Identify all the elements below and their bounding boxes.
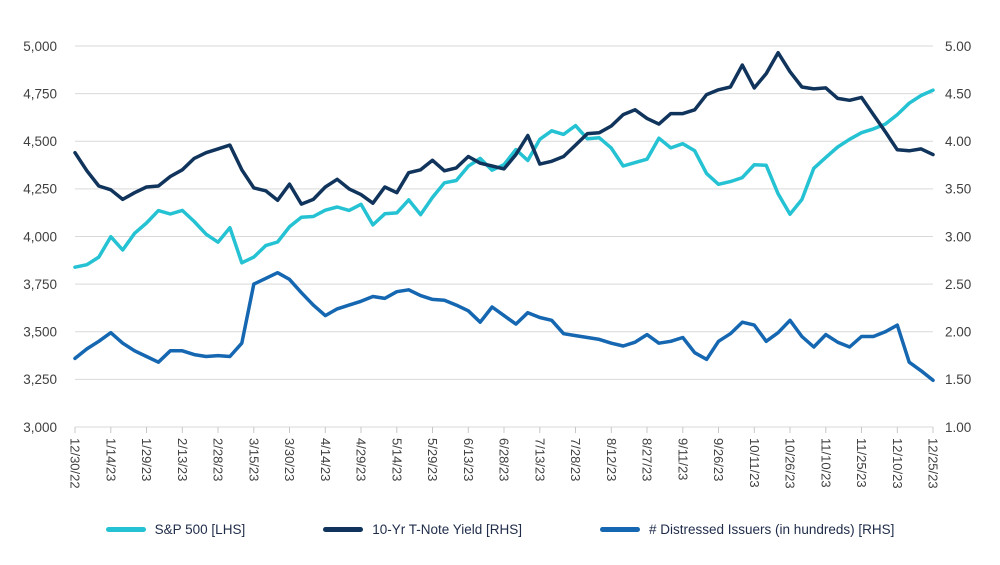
- y-axis-label-right: 4.50: [945, 86, 971, 101]
- x-axis-label: 11/25/23: [854, 438, 869, 488]
- x-axis-label: 6/28/23: [497, 438, 512, 481]
- x-axis-label: 12/10/23: [890, 438, 905, 489]
- x-axis-label: 11/10/23: [818, 438, 833, 488]
- x-axis-label: 5/29/23: [425, 438, 440, 481]
- x-axis-label: 2/13/23: [175, 438, 190, 481]
- y-axis-label-right: 1.50: [945, 372, 971, 387]
- legend-swatch-sp500: [105, 527, 146, 532]
- y-axis-label-left: 5,000: [23, 39, 57, 54]
- chart-plot-area: 5,000 5.00 4,750 4.50 4,500 4.00 4,250 3.50 4,00…: [23, 39, 971, 489]
- legend-label-sp500: S&P 500 [LHS]: [154, 522, 246, 537]
- series-line-1: [73, 50, 935, 206]
- legend-label-tnote-yield: 10-Yr T-Note Yield [RHS]: [372, 522, 523, 537]
- y-axis-label-left: 4,500: [23, 134, 57, 149]
- y-axis-label-right: 3.50: [945, 182, 971, 197]
- x-axis-label: 2/28/23: [211, 438, 226, 481]
- y-axis-label-right: 2.00: [945, 325, 971, 340]
- x-axis-label: 4/14/23: [318, 438, 333, 481]
- x-axis-label: 10/11/23: [747, 438, 762, 488]
- y-axis-label-right: 3.00: [945, 229, 971, 244]
- x-axis-label: 7/28/23: [568, 438, 583, 481]
- x-axis-label: 5/14/23: [389, 438, 404, 481]
- x-axis-label: 1/14/23: [103, 438, 118, 481]
- y-axis-label-right: 4.00: [945, 134, 971, 149]
- x-axis-label: 1/29/23: [139, 438, 154, 481]
- x-axis-label: 8/12/23: [604, 438, 619, 481]
- y-axis-label-left: 3,750: [23, 277, 57, 292]
- y-axis-label-left: 3,500: [23, 325, 57, 340]
- legend-swatch-tnote-yield: [323, 527, 364, 532]
- x-axis-label: 9/11/23: [675, 438, 690, 480]
- x-axis-label: 4/29/23: [354, 438, 369, 481]
- series-line-2: [73, 270, 935, 383]
- y-axis-label-left: 4,750: [23, 86, 57, 101]
- x-axis-label: 3/15/23: [246, 438, 261, 481]
- y-axis-label-right: 2.50: [945, 277, 971, 292]
- y-axis-label-left: 3,000: [23, 420, 57, 435]
- y-axis-label-left: 4,250: [23, 182, 57, 197]
- x-axis-label: 7/13/23: [532, 438, 547, 481]
- chart-legend: S&P 500 [LHS] 10-Yr T-Note Yield [RHS] #…: [0, 522, 1000, 537]
- legend-item-distressed-issuers: # Distressed Issuers (in hundreds) [RHS]: [600, 522, 894, 537]
- legend-item-sp500: S&P 500 [LHS]: [105, 522, 246, 537]
- y-axis-label-left: 4,000: [23, 229, 57, 244]
- x-axis-label: 6/13/23: [461, 438, 476, 481]
- x-axis-label: 10/26/23: [783, 438, 798, 489]
- x-axis-label: 12/30/22: [68, 438, 83, 489]
- y-axis-label-right: 5.00: [945, 39, 971, 54]
- y-axis-label-right: 1.00: [945, 420, 971, 435]
- x-axis-label: 9/26/23: [711, 438, 726, 481]
- x-axis-label: 8/27/23: [640, 438, 655, 481]
- x-axis-label: 12/25/23: [926, 438, 941, 489]
- y-axis-label-left: 3,250: [23, 372, 57, 387]
- series-line-0: [73, 88, 935, 269]
- legend-swatch-distressed-issuers: [600, 527, 641, 532]
- legend-label-distressed-issuers: # Distressed Issuers (in hundreds) [RHS]: [649, 522, 895, 537]
- legend-item-tnote-yield: 10-Yr T-Note Yield [RHS]: [323, 522, 522, 537]
- x-axis-label: 3/30/23: [282, 438, 297, 481]
